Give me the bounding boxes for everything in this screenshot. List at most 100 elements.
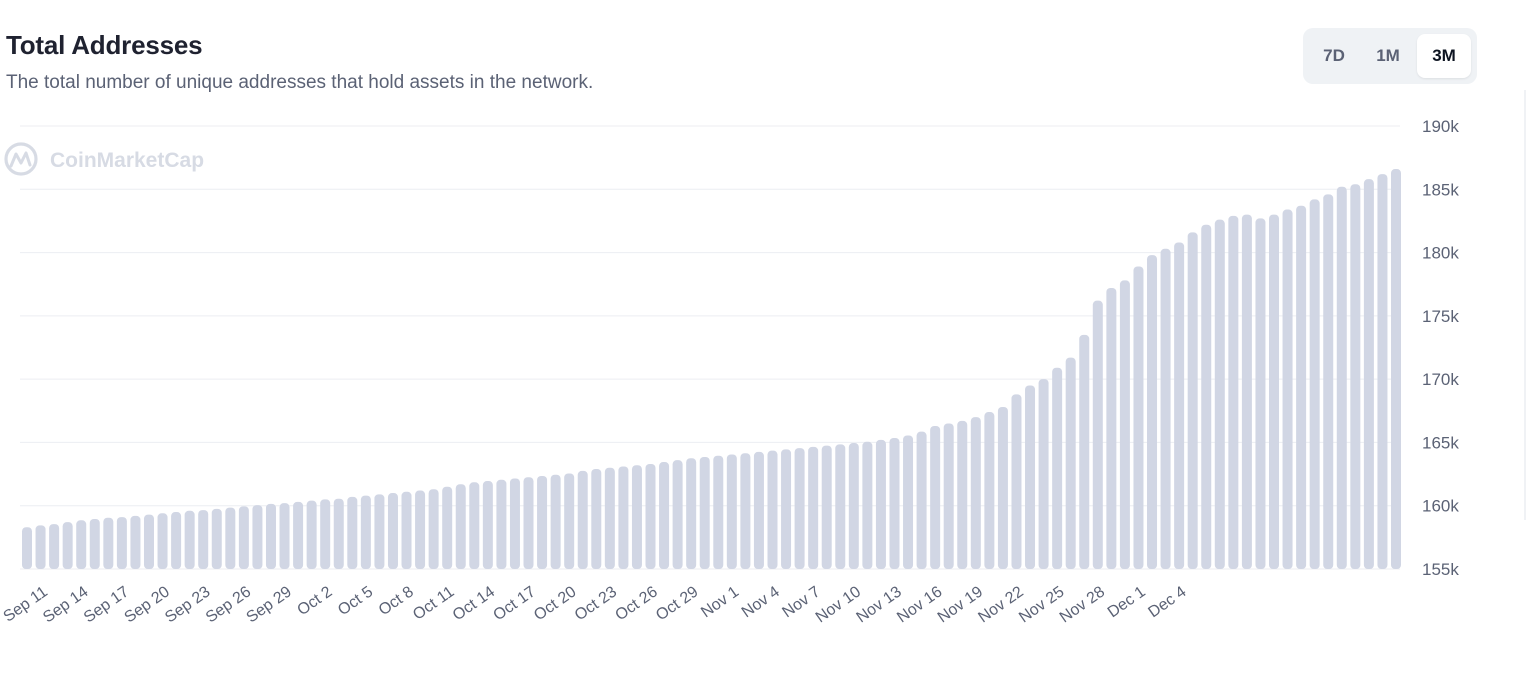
bar[interactable]: [116, 517, 127, 569]
bar[interactable]: [835, 444, 846, 569]
bar[interactable]: [1038, 379, 1049, 569]
bar[interactable]: [415, 490, 426, 569]
bar[interactable]: [591, 469, 602, 569]
bar[interactable]: [604, 467, 615, 569]
bar[interactable]: [1323, 194, 1334, 569]
bar[interactable]: [62, 522, 73, 569]
bar[interactable]: [171, 512, 182, 569]
bar[interactable]: [49, 524, 60, 569]
bar[interactable]: [943, 423, 954, 569]
bar[interactable]: [1147, 255, 1158, 569]
bar[interactable]: [1187, 232, 1198, 569]
bar[interactable]: [1350, 184, 1361, 569]
bar[interactable]: [1391, 169, 1401, 569]
bar[interactable]: [1065, 357, 1076, 569]
bar[interactable]: [1133, 266, 1144, 569]
bar[interactable]: [442, 486, 453, 569]
bar[interactable]: [1214, 219, 1225, 569]
bar[interactable]: [252, 505, 263, 569]
bar[interactable]: [564, 473, 575, 569]
bar[interactable]: [713, 455, 724, 569]
bar[interactable]: [1106, 288, 1117, 569]
bar[interactable]: [1052, 367, 1063, 569]
bar[interactable]: [645, 463, 656, 569]
bar[interactable]: [469, 482, 480, 569]
bar[interactable]: [89, 519, 100, 569]
bar[interactable]: [1282, 209, 1293, 570]
bar[interactable]: [35, 525, 46, 569]
bar[interactable]: [374, 494, 385, 569]
bar[interactable]: [455, 484, 466, 569]
bar[interactable]: [157, 513, 168, 569]
bar[interactable]: [537, 475, 548, 569]
bar[interactable]: [333, 498, 344, 569]
bar[interactable]: [686, 458, 697, 569]
bar[interactable]: [1309, 199, 1320, 569]
bar[interactable]: [211, 508, 222, 569]
bar[interactable]: [360, 495, 371, 569]
bar[interactable]: [577, 470, 588, 569]
bar[interactable]: [753, 451, 764, 569]
bar[interactable]: [740, 453, 751, 569]
bar[interactable]: [293, 501, 304, 569]
bar[interactable]: [794, 448, 805, 569]
bar[interactable]: [428, 489, 439, 569]
bar[interactable]: [1119, 280, 1130, 569]
bar[interactable]: [726, 454, 737, 569]
bar[interactable]: [984, 412, 995, 569]
bar[interactable]: [1160, 248, 1171, 569]
bar[interactable]: [767, 450, 778, 569]
bar[interactable]: [781, 449, 792, 569]
bar[interactable]: [862, 441, 873, 569]
bar[interactable]: [509, 478, 520, 570]
bar[interactable]: [997, 406, 1008, 569]
bar[interactable]: [1228, 215, 1239, 569]
bar[interactable]: [1025, 385, 1036, 569]
bar[interactable]: [916, 431, 927, 569]
bar[interactable]: [889, 438, 900, 569]
bar[interactable]: [672, 460, 683, 569]
bar[interactable]: [1201, 224, 1212, 570]
bar[interactable]: [143, 514, 154, 569]
bar[interactable]: [903, 435, 914, 569]
bar[interactable]: [306, 500, 317, 569]
bar[interactable]: [808, 446, 819, 569]
bar[interactable]: [482, 481, 493, 569]
bar[interactable]: [631, 465, 642, 569]
bar[interactable]: [225, 507, 236, 569]
bar[interactable]: [550, 474, 561, 569]
bar[interactable]: [1174, 242, 1185, 569]
bar[interactable]: [875, 439, 886, 569]
bar[interactable]: [1296, 205, 1307, 570]
bar[interactable]: [957, 420, 968, 569]
bar[interactable]: [659, 462, 670, 569]
bar[interactable]: [76, 520, 87, 569]
bar[interactable]: [1241, 214, 1252, 569]
bar[interactable]: [1255, 218, 1266, 569]
bar[interactable]: [387, 493, 398, 569]
bar[interactable]: [1011, 394, 1022, 569]
bar[interactable]: [184, 510, 195, 569]
bar[interactable]: [22, 527, 32, 569]
range-1m-button[interactable]: 1M: [1361, 34, 1415, 78]
bar[interactable]: [238, 506, 249, 569]
bar[interactable]: [320, 499, 331, 569]
bar[interactable]: [347, 496, 358, 569]
bar[interactable]: [103, 517, 114, 569]
bar[interactable]: [1092, 300, 1103, 569]
bar[interactable]: [401, 491, 412, 569]
bar[interactable]: [198, 510, 209, 569]
bar[interactable]: [1377, 174, 1388, 569]
bar[interactable]: [930, 425, 941, 569]
bar[interactable]: [970, 417, 981, 569]
bar[interactable]: [1079, 334, 1090, 569]
bar[interactable]: [1269, 214, 1280, 569]
bar[interactable]: [523, 477, 534, 569]
range-3m-button[interactable]: 3M: [1417, 34, 1471, 78]
bar[interactable]: [618, 466, 629, 569]
bar[interactable]: [848, 443, 859, 569]
bar[interactable]: [699, 456, 710, 569]
bar[interactable]: [265, 503, 276, 569]
bar[interactable]: [496, 479, 507, 569]
bar[interactable]: [130, 515, 141, 569]
